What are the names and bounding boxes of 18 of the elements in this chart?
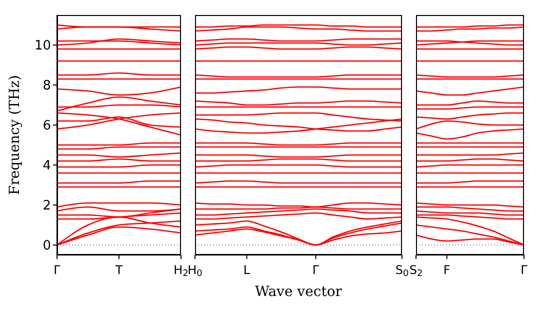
- y-tick-label: 2: [42, 198, 51, 214]
- x-tick-label: L: [243, 263, 250, 277]
- x-tick-label: F: [443, 263, 450, 277]
- x-tick-label: H$_{0}$: [188, 263, 203, 280]
- y-tick-label: 4: [42, 158, 51, 174]
- y-axis-title: Frequency (THz): [6, 74, 23, 196]
- y-tick-label: 6: [42, 118, 51, 134]
- y-tick-label: 0: [42, 238, 51, 254]
- x-tick-label: S$_{2}$: [409, 263, 423, 280]
- y-tick-label: 10: [34, 38, 51, 54]
- x-tick-label: T: [114, 263, 124, 277]
- x-tick-label: H$_{2}$: [174, 263, 188, 280]
- x-tick-label: Γ: [312, 263, 320, 277]
- x-tick-label: Γ: [520, 263, 528, 277]
- y-tick-label: 8: [42, 78, 51, 94]
- x-axis-title: Wave vector: [255, 284, 342, 300]
- x-tick-label: Γ: [54, 263, 61, 277]
- x-tick-label: S$_{0}$: [395, 263, 409, 280]
